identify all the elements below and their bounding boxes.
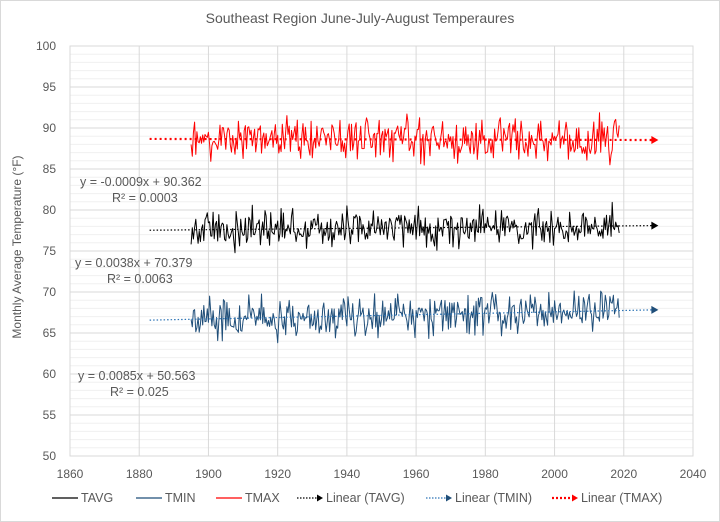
x-tick-label: 2040 (680, 467, 707, 481)
legend-item-linear-tavg[interactable]: Linear (TAVG) (297, 491, 405, 505)
dotted-arrow-icon (426, 494, 452, 502)
line-swatch-icon (136, 497, 162, 499)
line-swatch-icon (216, 497, 242, 499)
y-tick-label: 80 (43, 203, 57, 217)
chart-title: Southeast Region June-July-August Temper… (205, 10, 515, 26)
trend-equation-tavg: y = 0.0038x + 70.379 R² = 0.0063 (75, 255, 192, 287)
y-tick-label: 85 (43, 162, 57, 176)
r-squared-text: R² = 0.0063 (107, 272, 173, 286)
y-tick-label: 95 (43, 80, 57, 94)
equation-text: y = -0.0009x + 90.362 (80, 175, 202, 189)
legend-label: Linear (TMAX) (581, 491, 663, 505)
series-line-tmax (190, 112, 620, 166)
legend-item-linear-tmax[interactable]: Linear (TMAX) (552, 491, 662, 505)
dotted-arrow-icon (552, 494, 578, 502)
trendline-arrow-icon (651, 221, 659, 230)
equation-text: y = 0.0085x + 50.563 (78, 369, 196, 383)
legend-label: TAVG (81, 491, 114, 505)
legend-label: Linear (TAVG) (326, 491, 405, 505)
x-tick-label: 1880 (126, 467, 153, 481)
y-tick-label: 100 (36, 39, 56, 53)
r-squared-text: R² = 0.0003 (112, 191, 178, 205)
y-tick-label: 75 (43, 244, 57, 258)
y-tick-label: 90 (43, 121, 57, 135)
x-tick-label: 1960 (403, 467, 430, 481)
trendline-arrow-icon (651, 136, 659, 145)
x-tick-label: 1920 (264, 467, 291, 481)
r-squared-text: R² = 0.025 (110, 385, 169, 399)
trend-equation-tmax: y = -0.0009x + 90.362 R² = 0.0003 (80, 174, 202, 206)
line-swatch-icon (52, 497, 78, 499)
plot-border (69, 45, 694, 457)
equation-text: y = 0.0038x + 70.379 (75, 256, 193, 270)
y-tick-label: 70 (43, 285, 57, 299)
y-tick-label: 65 (43, 326, 57, 340)
trendline-lineartmax (149, 137, 653, 142)
x-tick-label: 1900 (195, 467, 222, 481)
legend-item-tmin[interactable]: TMIN (136, 491, 196, 505)
series-line-tavg (190, 201, 620, 254)
x-tick-label: 1860 (57, 467, 84, 481)
legend-item-linear-tmin[interactable]: Linear (TMIN) (426, 491, 532, 505)
x-tick-label: 2020 (610, 467, 637, 481)
trendline-arrow-icon (651, 305, 659, 314)
y-tick-label: 60 (43, 367, 57, 381)
legend-label: TMAX (245, 491, 280, 505)
y-tick-label: 50 (43, 449, 57, 463)
x-tick-label: 2000 (541, 467, 568, 481)
legend-item-tmax[interactable]: TMAX (216, 491, 280, 505)
legend-label: TMIN (165, 491, 196, 505)
x-tick-label: 1980 (472, 467, 499, 481)
dotted-arrow-icon (297, 494, 323, 502)
x-tick-label: 1940 (334, 467, 361, 481)
y-tick-label: 55 (43, 408, 57, 422)
legend-label: Linear (TMIN) (455, 491, 533, 505)
legend-item-tavg[interactable]: TAVG (52, 491, 113, 505)
trend-equation-tmin: y = 0.0085x + 50.563 R² = 0.025 (78, 368, 195, 400)
